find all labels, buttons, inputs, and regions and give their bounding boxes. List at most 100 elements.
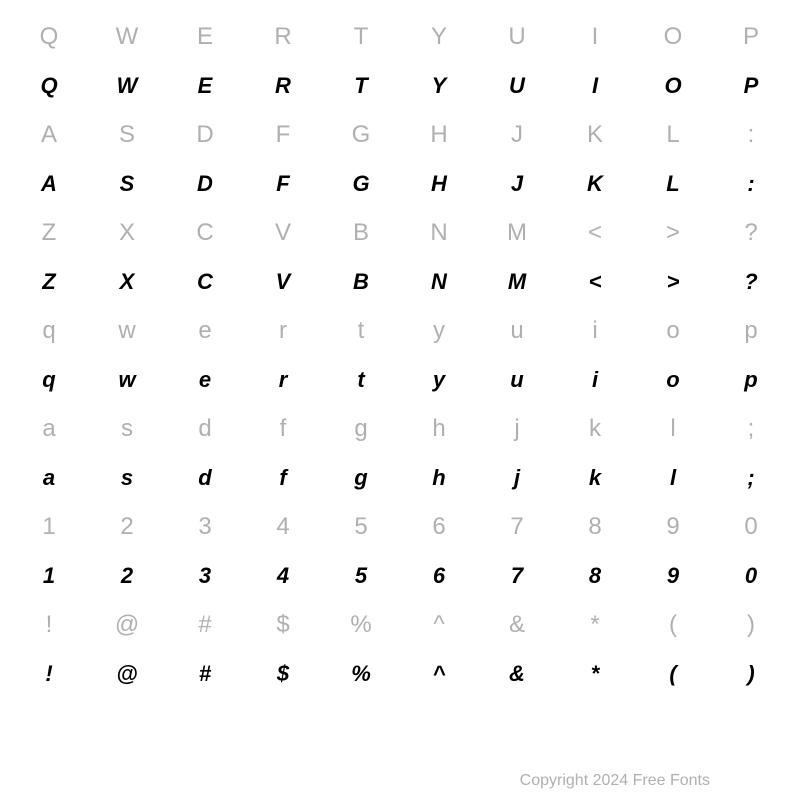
- reference-glyph: T: [322, 12, 400, 61]
- reference-glyph: 6: [400, 502, 478, 551]
- reference-glyph: 3: [166, 502, 244, 551]
- sample-glyph: @: [88, 649, 166, 698]
- reference-glyph: j: [478, 404, 556, 453]
- reference-glyph: ^: [400, 600, 478, 649]
- sample-glyph: #: [166, 649, 244, 698]
- sample-glyph: 3: [166, 551, 244, 600]
- sample-glyph: i: [556, 355, 634, 404]
- reference-glyph: !: [10, 600, 88, 649]
- sample-glyph: :: [712, 159, 790, 208]
- reference-glyph: C: [166, 208, 244, 257]
- sample-glyph: a: [10, 453, 88, 502]
- reference-glyph: H: [400, 110, 478, 159]
- sample-glyph: I: [556, 61, 634, 110]
- sample-glyph: O: [634, 61, 712, 110]
- sample-glyph: k: [556, 453, 634, 502]
- reference-glyph: B: [322, 208, 400, 257]
- reference-glyph: >: [634, 208, 712, 257]
- sample-glyph: ;: [712, 453, 790, 502]
- sample-glyph: Q: [10, 61, 88, 110]
- reference-glyph: 1: [10, 502, 88, 551]
- sample-glyph: L: [634, 159, 712, 208]
- sample-glyph: P: [712, 61, 790, 110]
- sample-glyph: 2: [88, 551, 166, 600]
- sample-glyph: S: [88, 159, 166, 208]
- sample-glyph: Z: [10, 257, 88, 306]
- sample-glyph: $: [244, 649, 322, 698]
- sample-glyph: B: [322, 257, 400, 306]
- sample-glyph: D: [166, 159, 244, 208]
- reference-glyph: %: [322, 600, 400, 649]
- sample-glyph: G: [322, 159, 400, 208]
- sample-glyph: s: [88, 453, 166, 502]
- reference-glyph: k: [556, 404, 634, 453]
- sample-glyph: 8: [556, 551, 634, 600]
- reference-glyph: p: [712, 306, 790, 355]
- sample-glyph: %: [322, 649, 400, 698]
- sample-glyph: w: [88, 355, 166, 404]
- sample-glyph: 5: [322, 551, 400, 600]
- reference-glyph: e: [166, 306, 244, 355]
- reference-glyph: O: [634, 12, 712, 61]
- reference-glyph: :: [712, 110, 790, 159]
- reference-glyph: J: [478, 110, 556, 159]
- reference-glyph: F: [244, 110, 322, 159]
- sample-glyph: V: [244, 257, 322, 306]
- sample-glyph: g: [322, 453, 400, 502]
- reference-glyph: ): [712, 600, 790, 649]
- reference-glyph: Z: [10, 208, 88, 257]
- reference-glyph: P: [712, 12, 790, 61]
- sample-glyph: *: [556, 649, 634, 698]
- sample-glyph: H: [400, 159, 478, 208]
- reference-glyph: E: [166, 12, 244, 61]
- reference-glyph: a: [10, 404, 88, 453]
- sample-glyph: f: [244, 453, 322, 502]
- sample-glyph: W: [88, 61, 166, 110]
- sample-glyph: 7: [478, 551, 556, 600]
- sample-glyph: ^: [400, 649, 478, 698]
- sample-glyph: A: [10, 159, 88, 208]
- reference-glyph: 7: [478, 502, 556, 551]
- reference-glyph: #: [166, 600, 244, 649]
- sample-glyph: F: [244, 159, 322, 208]
- sample-glyph: l: [634, 453, 712, 502]
- sample-glyph: J: [478, 159, 556, 208]
- reference-glyph: d: [166, 404, 244, 453]
- sample-glyph: j: [478, 453, 556, 502]
- reference-glyph: 0: [712, 502, 790, 551]
- reference-glyph: X: [88, 208, 166, 257]
- sample-glyph: M: [478, 257, 556, 306]
- reference-glyph: M: [478, 208, 556, 257]
- sample-glyph: o: [634, 355, 712, 404]
- reference-glyph: Q: [10, 12, 88, 61]
- reference-glyph: y: [400, 306, 478, 355]
- sample-glyph: e: [166, 355, 244, 404]
- sample-glyph: Y: [400, 61, 478, 110]
- reference-glyph: L: [634, 110, 712, 159]
- sample-glyph: 0: [712, 551, 790, 600]
- reference-glyph: o: [634, 306, 712, 355]
- sample-glyph: u: [478, 355, 556, 404]
- reference-glyph: 8: [556, 502, 634, 551]
- reference-glyph: h: [400, 404, 478, 453]
- reference-glyph: <: [556, 208, 634, 257]
- sample-glyph: K: [556, 159, 634, 208]
- reference-glyph: U: [478, 12, 556, 61]
- reference-glyph: g: [322, 404, 400, 453]
- reference-glyph: &: [478, 600, 556, 649]
- reference-glyph: W: [88, 12, 166, 61]
- sample-glyph: t: [322, 355, 400, 404]
- sample-glyph: 9: [634, 551, 712, 600]
- reference-glyph: S: [88, 110, 166, 159]
- sample-glyph: h: [400, 453, 478, 502]
- reference-glyph: ?: [712, 208, 790, 257]
- reference-glyph: *: [556, 600, 634, 649]
- sample-glyph: 6: [400, 551, 478, 600]
- sample-glyph: &: [478, 649, 556, 698]
- reference-glyph: t: [322, 306, 400, 355]
- reference-glyph: R: [244, 12, 322, 61]
- sample-glyph: U: [478, 61, 556, 110]
- reference-glyph: u: [478, 306, 556, 355]
- reference-glyph: $: [244, 600, 322, 649]
- reference-glyph: (: [634, 600, 712, 649]
